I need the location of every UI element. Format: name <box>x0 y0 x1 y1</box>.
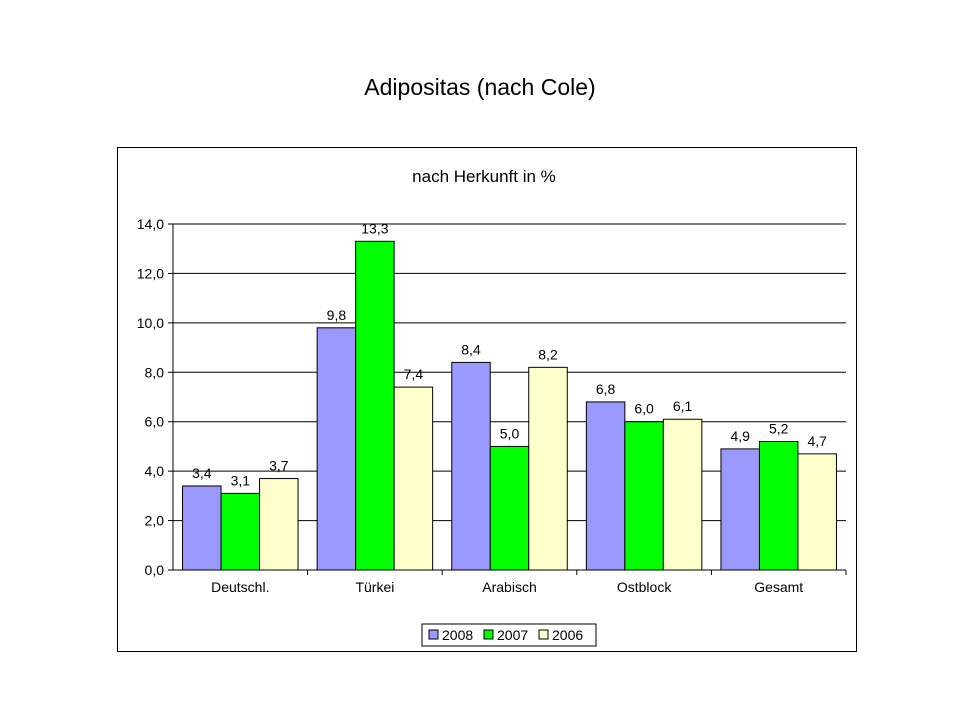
x-axis-labels: Deutschl. Türkei Arabisch Ostblock Gesamt <box>211 570 847 595</box>
data-label: 7,4 <box>404 366 424 382</box>
bars <box>182 240 837 571</box>
bar-2008-Ostblock <box>585 401 626 571</box>
bar-2008-Arabisch <box>451 361 491 571</box>
bar-2007-Gesamt <box>758 440 799 571</box>
data-label: 4,7 <box>807 433 827 449</box>
bar-2006-Türkei <box>393 386 434 571</box>
data-label: 8,4 <box>461 341 481 357</box>
y-tick-label: 0,0 <box>145 562 165 578</box>
legend: 2008 2007 2006 <box>421 623 597 647</box>
data-label: 9,8 <box>327 307 347 323</box>
data-label: 3,4 <box>192 465 212 481</box>
data-label: 6,8 <box>596 381 616 397</box>
bar-2008-Deutschl. <box>182 485 222 571</box>
bar-chart: nach Herkunft in % 0,0 2,0 4,0 6,0 8,0 10,0 12… <box>137 167 847 647</box>
data-label: 13,3 <box>361 220 388 236</box>
legend-swatch-2006 <box>538 629 549 640</box>
data-label: 8,2 <box>538 346 558 362</box>
chart-title: nach Herkunft in % <box>412 167 556 186</box>
slide-title: Adipositas (nach Cole) <box>364 74 596 100</box>
y-tick-label: 8,0 <box>145 364 165 380</box>
bar-2008-Gesamt <box>720 448 760 571</box>
y-tick-label: 14,0 <box>137 216 164 232</box>
y-tick-label: 6,0 <box>145 414 165 430</box>
x-axis-label: Deutschl. <box>211 579 269 595</box>
bar-2007-Türkei <box>355 240 395 571</box>
legend-label: 2007 <box>497 627 528 643</box>
bar-2008-Türkei <box>316 327 357 571</box>
data-labels: 3,4 3,1 3,7 9,8 13,3 7,4 8,4 5,0 8,2 6,8 6,0 6,1 4,9… <box>192 220 827 488</box>
data-label: 3,7 <box>269 458 289 474</box>
y-tick-label: 10,0 <box>137 315 164 331</box>
bar-2006-Ostblock <box>662 418 703 571</box>
data-label: 5,0 <box>500 425 520 441</box>
bar-2006-Arabisch <box>528 366 568 571</box>
legend-box <box>421 623 597 647</box>
bar-2007-Deutschl. <box>220 492 261 571</box>
x-axis-label: Arabisch <box>482 579 536 595</box>
data-label: 3,1 <box>231 472 251 488</box>
x-axis-label: Türkei <box>355 579 394 595</box>
chart-frame: nach Herkunft in % 0,0 2,0 4,0 6,0 8,0 10,0 12… <box>117 147 857 652</box>
y-tick-label: 2,0 <box>145 513 165 529</box>
legend-swatch-2008 <box>428 629 439 640</box>
data-label: 4,9 <box>730 428 750 444</box>
x-axis-label: Ostblock <box>617 579 672 595</box>
y-tick-label: 4,0 <box>145 463 165 479</box>
data-label: 6,0 <box>634 401 654 417</box>
bar-2006-Gesamt <box>797 453 837 571</box>
data-label: 6,1 <box>673 398 693 414</box>
x-axis-label: Gesamt <box>754 579 803 595</box>
data-label: 5,2 <box>769 420 789 436</box>
legend-label: 2006 <box>552 627 583 643</box>
bar-2007-Arabisch <box>489 445 530 571</box>
axes <box>172 224 846 571</box>
bar-2007-Ostblock <box>624 421 664 571</box>
y-tick-label: 12,0 <box>137 265 164 281</box>
y-axis-ticks: 0,0 2,0 4,0 6,0 8,0 10,0 12,0 14,0 <box>137 216 173 578</box>
legend-label: 2008 <box>442 627 473 643</box>
gridlines <box>173 223 846 522</box>
bar-2006-Deutschl. <box>259 478 299 571</box>
legend-swatch-2007 <box>483 629 494 640</box>
